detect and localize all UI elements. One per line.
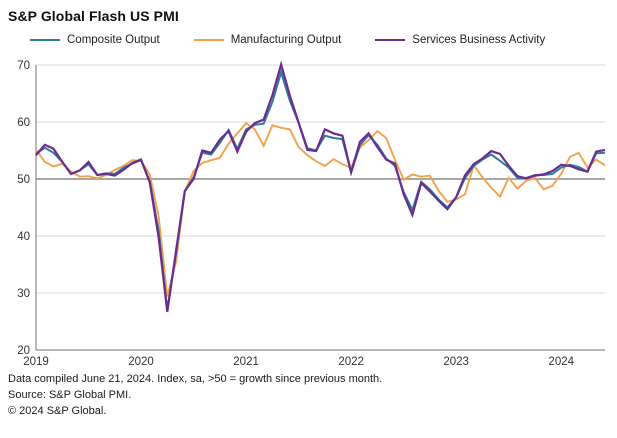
chart-footnotes: Data compiled June 21, 2024. Index, sa, … [8, 372, 617, 420]
series-line-services-business-activity [35, 60, 606, 312]
x-axis-label-2022: 2022 [338, 356, 364, 368]
x-axis-label-2024: 2024 [548, 356, 574, 368]
series-line-manufacturing-output [35, 121, 606, 297]
legend-label-manufacturing: Manufacturing Output [230, 34, 342, 46]
x-axis-label-2023: 2023 [443, 356, 469, 368]
y-axis-label-40: 40 [17, 231, 30, 243]
manufacturing-line-swatch-icon [193, 39, 224, 41]
y-axis-label-20: 20 [17, 345, 30, 357]
pmi-line-chart: 20 30 40 50 60 70 2019 2020 2021 2022 2023 2024 [17, 60, 606, 368]
legend-label-services: Services Business Activity [412, 34, 546, 46]
y-axis-label-30: 30 [17, 288, 30, 300]
chart-legend: Composite Output Manufacturing Output Se… [30, 34, 617, 46]
y-axis-label-50: 50 [17, 174, 30, 186]
services-line-swatch-icon [375, 39, 406, 41]
legend-label-composite: Composite Output [67, 34, 160, 46]
legend-item-manufacturing: Manufacturing Output [193, 34, 342, 46]
legend-item-composite: Composite Output [30, 34, 160, 46]
footnote-data-compiled: Data compiled June 21, 2024. Index, sa, … [8, 373, 383, 385]
x-axis-label-2019: 2019 [23, 356, 49, 368]
y-axis-label-60: 60 [17, 117, 30, 129]
footnote-source: Source: S&P Global PMI. [8, 388, 132, 401]
legend-item-services: Services Business Activity [375, 34, 545, 46]
y-axis-label-70: 70 [17, 60, 30, 72]
series-line-composite-output [35, 68, 606, 311]
composite-line-swatch-icon [30, 39, 60, 41]
x-axis-label-2020: 2020 [128, 356, 154, 368]
footnote-copyright: © 2024 S&P Global. [8, 404, 107, 417]
chart-title: S&P Global Flash US PMI [8, 8, 179, 24]
x-axis-label-2021: 2021 [233, 356, 259, 368]
